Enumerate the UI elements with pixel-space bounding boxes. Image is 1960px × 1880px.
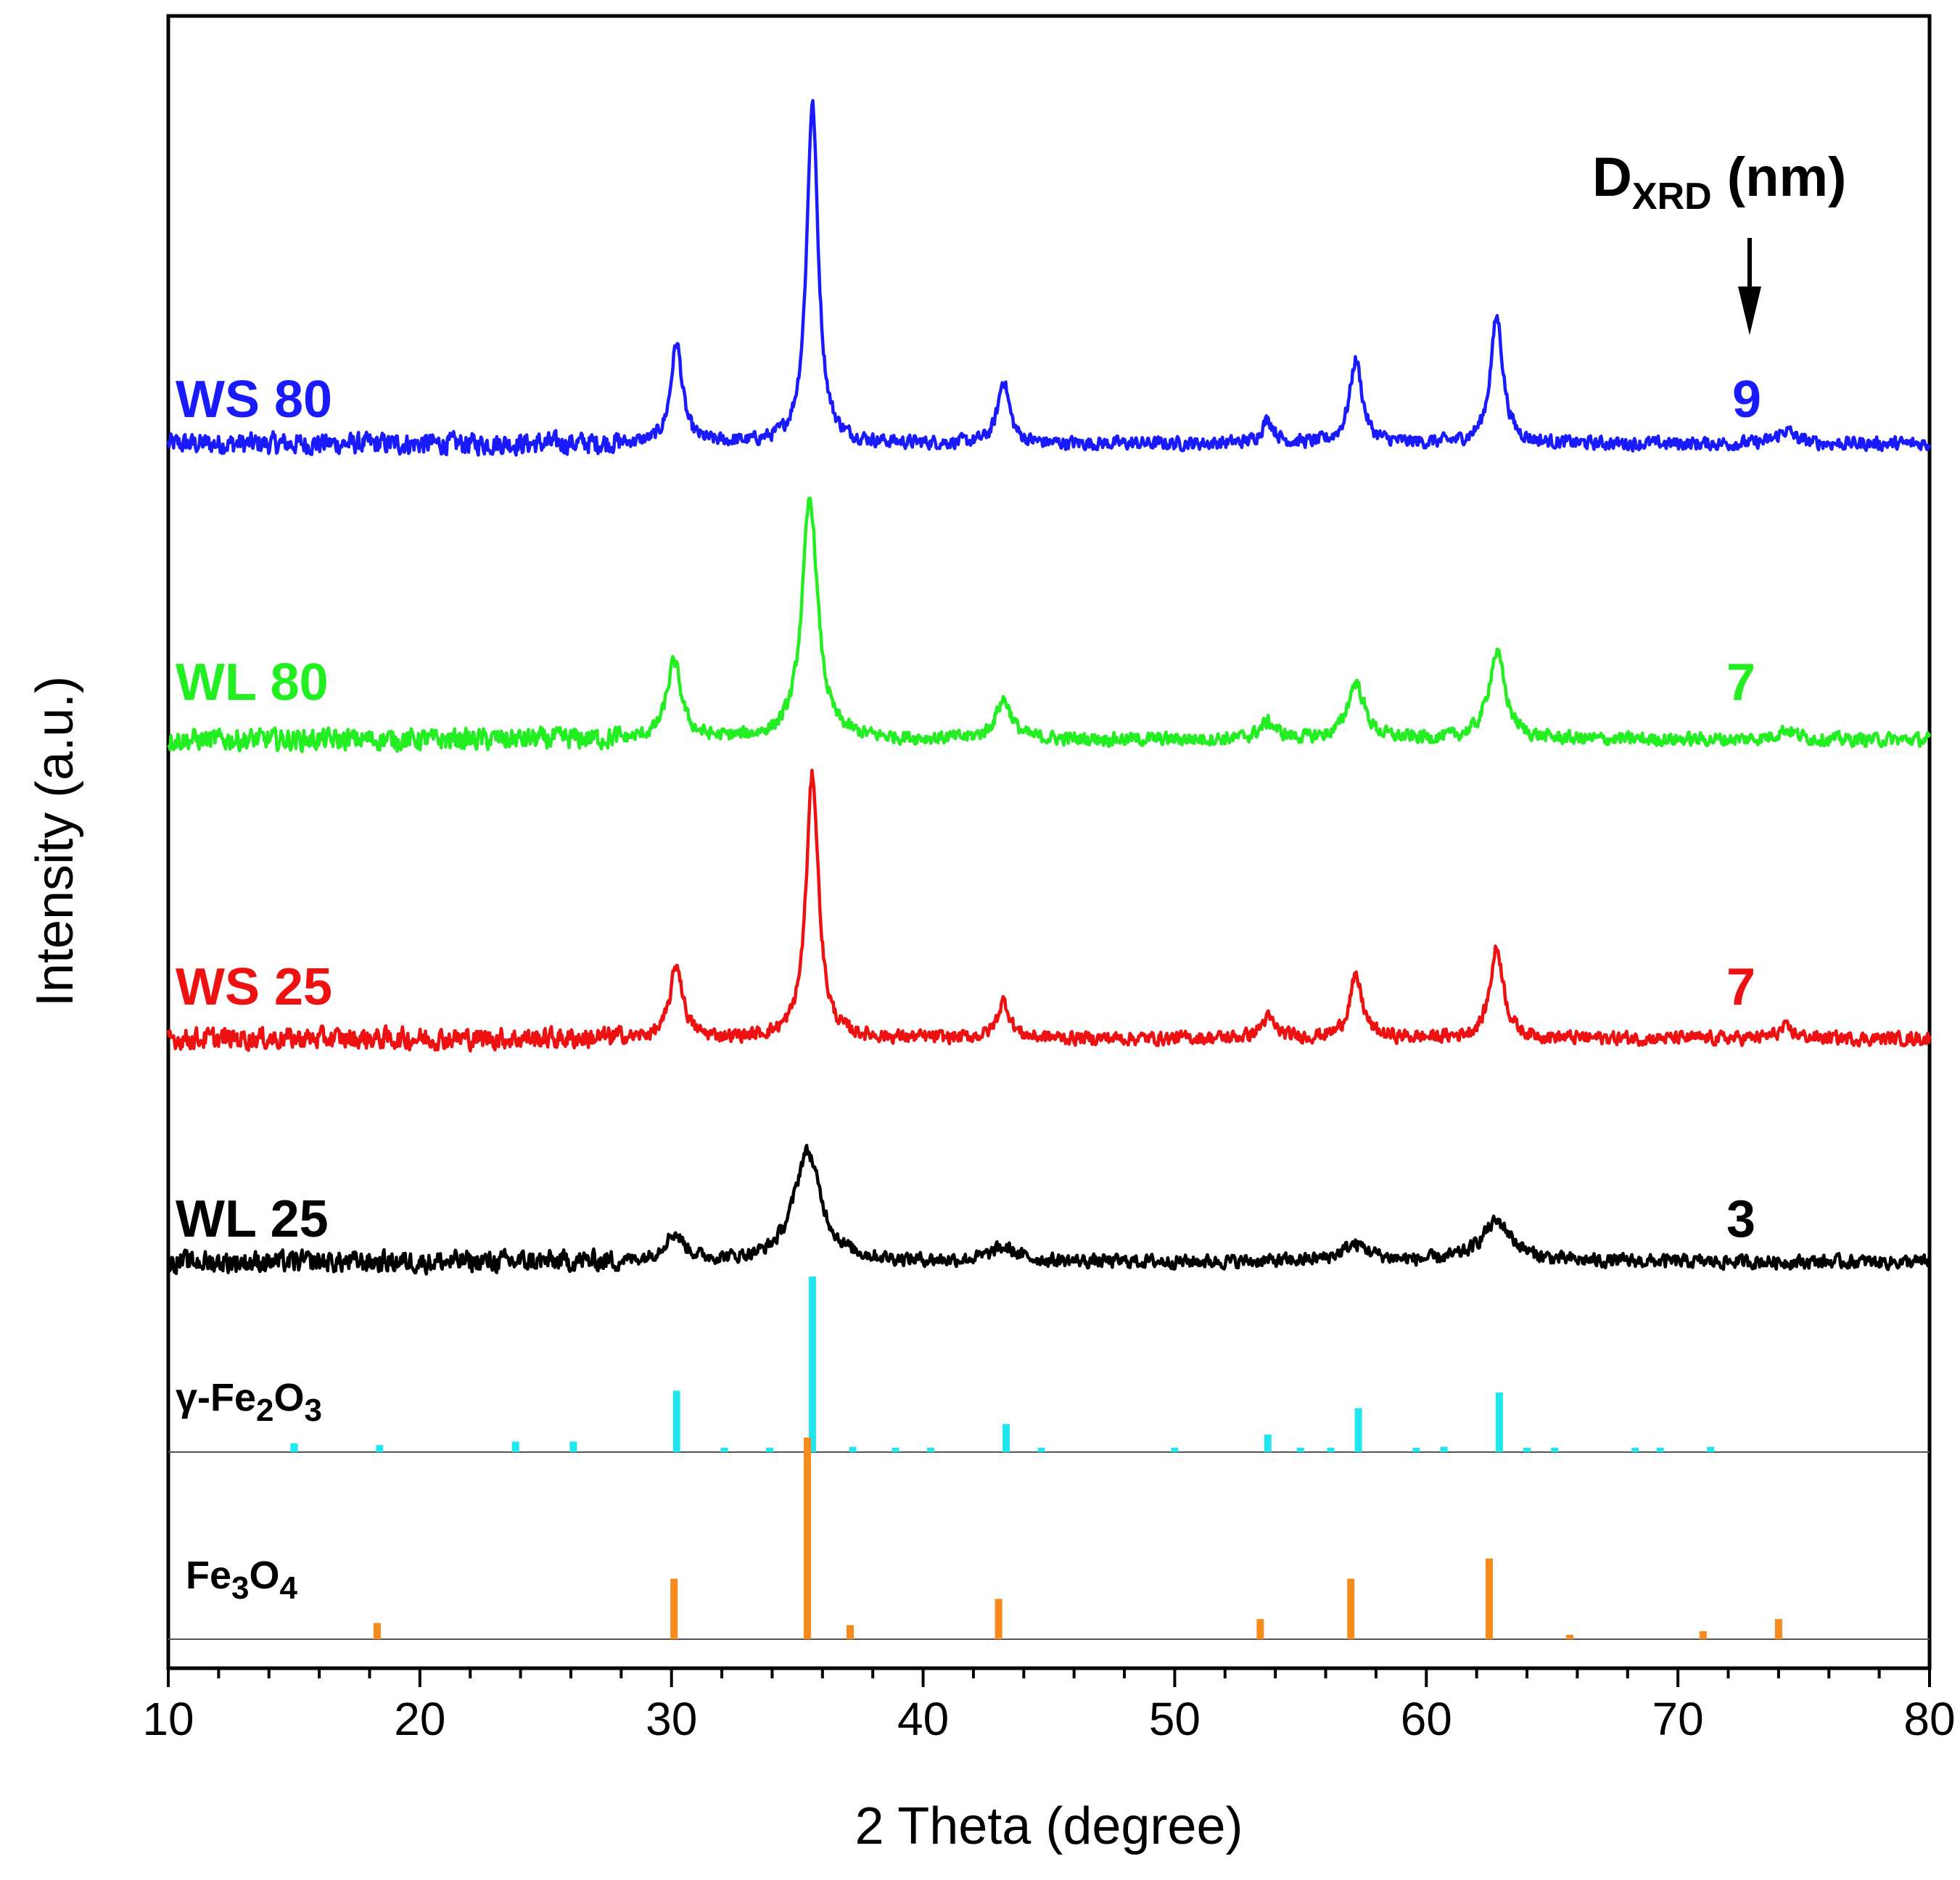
reference-stick [1495,1392,1503,1452]
x-tick-label: 70 [1652,1693,1704,1745]
reference-stick [1523,1448,1531,1452]
size-header-rest: (nm) [1712,147,1847,208]
series-curves [166,99,1932,1276]
reference-stick [995,1599,1002,1639]
reference-stick [1037,1448,1045,1452]
reference-stick [511,1441,519,1452]
ref-label-gamma-fe2o3: γ-Fe2O3 [176,1376,322,1428]
series-label-ws25: WS 25 [176,958,332,1016]
reference-stick [373,1623,381,1639]
reference-stick [720,1448,728,1452]
reference-stick [765,1448,773,1452]
reference-stick [804,1438,812,1639]
reference-stick [1171,1448,1179,1452]
series-label-wl25: WL 25 [176,1190,329,1248]
size-column-header: DXRD (nm) [1592,147,1846,218]
reference-stick [849,1446,857,1452]
reference-stick [1656,1448,1664,1452]
x-tick-label: 60 [1401,1693,1452,1745]
size-value-wl80: 7 [1726,654,1755,712]
x-tick-label: 10 [142,1693,194,1745]
reference-stick [1707,1446,1715,1452]
size-header-sub: XRD [1632,176,1712,218]
reference-stick [846,1625,854,1639]
size-value-ws25: 7 [1726,958,1755,1016]
series-curve-ws80 [166,99,1932,457]
reference-stick [376,1445,384,1452]
x-tick-label: 30 [646,1693,697,1745]
x-axis-title: 2 Theta (degree) [855,1797,1243,1855]
reference-stick [1256,1619,1264,1639]
reference-stick [1699,1630,1707,1639]
x-tick-label: 20 [394,1693,445,1745]
x-tick-label: 40 [897,1693,949,1745]
reference-stick [1412,1448,1420,1452]
reference-stick [1440,1446,1448,1452]
ref-label-fe3o4: Fe3O4 [186,1554,298,1606]
reference-stick [1631,1448,1639,1452]
y-axis-title: Intensity (a.u.) [26,676,84,1007]
reference-stick [1486,1558,1493,1639]
size-header-main: D [1592,147,1632,208]
reference-stick [1327,1448,1335,1452]
reference-stick [1551,1448,1559,1452]
reference-patterns [168,1277,1930,1640]
reference-stick [1565,1635,1573,1639]
reference-stick [670,1578,678,1639]
reference-stick [1774,1619,1782,1639]
reference-stick [1264,1434,1272,1452]
size-arrow-head [1738,286,1761,335]
reference-stick [892,1448,899,1452]
reference-stick [290,1443,298,1452]
series-curve-wl25 [166,1143,1931,1276]
x-tick-label: 50 [1149,1693,1201,1745]
reference-stick [808,1277,816,1452]
size-value-ws80: 9 [1732,371,1761,429]
series-curve-ws25 [166,768,1932,1053]
plot-frame [166,14,1932,1670]
size-value-wl25: 3 [1726,1190,1755,1248]
x-tick-label: 80 [1903,1693,1955,1745]
reference-stick [926,1448,934,1452]
x-axis-ticks: 10 20 30 40 50 60 70 80 [142,1668,1956,1745]
reference-stick [1354,1408,1362,1452]
reference-stick [1296,1448,1304,1452]
reference-stick [569,1441,577,1452]
reference-stick [1002,1424,1010,1452]
series-label-wl80: WL 80 [176,654,329,712]
reference-stick [1347,1578,1355,1639]
series-label-ws80: WS 80 [176,371,332,429]
reference-stick [672,1390,680,1452]
series-curve-wl80 [167,496,1932,754]
